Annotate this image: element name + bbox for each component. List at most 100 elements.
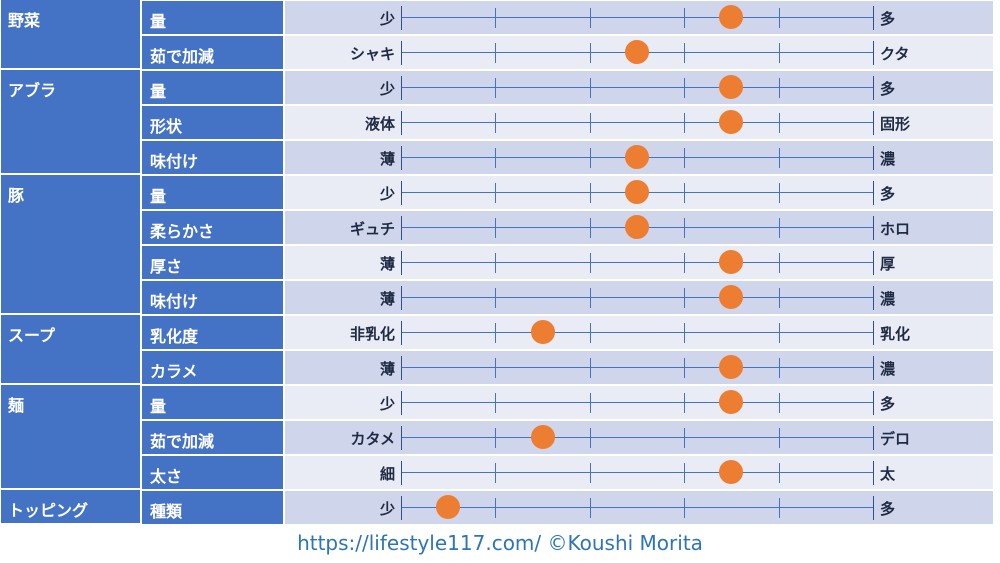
attribute-row: 量少多 <box>0 175 1000 210</box>
scale-tick <box>873 181 874 205</box>
scale-tick <box>778 148 780 168</box>
scale-tick <box>495 183 497 203</box>
scale-high-label: 濃 <box>880 150 896 168</box>
scale-tick <box>495 288 497 308</box>
attribute-row: 柔らかさ ギュチ ホロ <box>0 210 1000 245</box>
attribute-label: 量 <box>150 397 167 416</box>
scale-tick <box>684 288 686 308</box>
scale-tick <box>873 216 874 240</box>
scale-axis-line <box>401 332 873 333</box>
scale-tick <box>495 428 497 448</box>
scale-tick <box>401 356 402 380</box>
attribute-label: 形状 <box>150 117 183 136</box>
scale-tick <box>873 251 874 275</box>
scale-tick <box>401 216 402 240</box>
scale-tick <box>778 393 780 413</box>
scale-tick <box>684 498 686 518</box>
scale-axis-line <box>401 507 873 508</box>
level-marker <box>530 425 555 449</box>
scale-tick <box>495 358 497 378</box>
scale-axis-line <box>401 297 873 298</box>
level-marker <box>719 355 744 379</box>
scale-tick <box>401 181 402 205</box>
scale-tick <box>401 146 402 170</box>
scale-tick <box>778 218 780 238</box>
level-marker <box>719 285 744 309</box>
scale-low-label: カタメ <box>350 430 395 448</box>
scale-tick <box>495 43 497 63</box>
attribute-cell: カラメ <box>142 351 283 384</box>
attribute-cell: 太さ <box>142 456 283 489</box>
scale-tick <box>778 498 780 518</box>
category-cell: アブラ <box>1 70 140 175</box>
attribute-row: 茹で加減 シャキ クタ <box>0 35 1000 70</box>
scale-tick <box>778 78 780 98</box>
scale-high-label: クタ <box>880 45 910 63</box>
scale-tick <box>873 321 874 345</box>
attribute-label: 味付け <box>150 152 199 171</box>
scale-low-label: 細 <box>379 465 395 483</box>
scale-tick <box>873 111 874 135</box>
attribute-row: 量少多 <box>0 70 1000 105</box>
scale-tick <box>401 6 402 30</box>
scale-tick <box>778 358 780 378</box>
category-cell: 野菜 <box>1 0 140 70</box>
scale-low-label: 薄 <box>379 255 395 273</box>
level-marker <box>719 250 744 274</box>
scale-low-label: 薄 <box>379 290 395 308</box>
scale-high-label: 多 <box>880 80 896 98</box>
level-marker <box>436 495 461 519</box>
footer-credit: https://lifestyle117.com/ ©Koushi Morita <box>297 531 703 555</box>
attribute-cell: 量 <box>142 1 283 34</box>
scale-low-label: 少 <box>379 185 395 203</box>
attribute-cell: 味付け <box>142 141 283 174</box>
scale-tick <box>401 111 402 135</box>
attribute-label: 厚さ <box>150 257 183 276</box>
attribute-row: 量少多 <box>0 385 1000 420</box>
attribute-row: 味付け 薄 濃 <box>0 280 1000 315</box>
attribute-label: 太さ <box>150 467 183 486</box>
scale-axis-line <box>401 367 873 368</box>
attribute-label: カラメ <box>150 362 198 381</box>
scale-tick <box>778 8 780 28</box>
scale-tick <box>684 218 686 238</box>
scale-tick <box>401 321 402 345</box>
scale-tick <box>589 393 591 413</box>
scale-high-label: 多 <box>880 185 896 203</box>
scale-tick <box>778 253 780 273</box>
scale-tick <box>873 356 874 380</box>
scale-tick <box>589 148 591 168</box>
scale-tick <box>401 76 402 100</box>
scale-axis-line <box>401 17 873 18</box>
scale-tick <box>873 146 874 170</box>
category-cell: 豚 <box>1 175 140 315</box>
attribute-cell: 茹で加減 <box>142 421 283 454</box>
category-label: 野菜 <box>8 11 41 30</box>
scale-tick <box>495 148 497 168</box>
scale-tick <box>495 113 497 133</box>
scale-tick <box>401 496 402 520</box>
level-marker <box>625 180 649 204</box>
scale-tick <box>589 428 591 448</box>
attribute-row: カラメ 薄 濃 <box>0 350 1000 385</box>
scale-tick <box>778 428 780 448</box>
scale-tick <box>684 428 686 448</box>
scale-low-label: 薄 <box>379 360 395 378</box>
ramen-taste-chart: 野菜量少多茹で加減 シャキ クタ アブラ量少多形状 液体 固形 味付け薄濃豚量少多柔らかさギ… <box>0 0 1000 525</box>
scale-tick <box>495 218 497 238</box>
scale-tick <box>401 391 402 415</box>
attribute-label: 茹で加減 <box>150 47 215 66</box>
scale-tick <box>873 76 874 100</box>
category-label: スープ <box>8 326 56 345</box>
scale-tick <box>873 6 874 30</box>
attribute-label: 量 <box>150 187 167 206</box>
scale-low-label: 液体 <box>364 115 395 133</box>
scale-tick <box>495 393 497 413</box>
scale-tick <box>684 113 686 133</box>
scale-tick <box>778 43 780 63</box>
attribute-row: 太さ 細 太 <box>0 455 1000 490</box>
scale-tick <box>589 218 591 238</box>
category-label: 豚 <box>8 186 25 205</box>
scale-high-label: 固形 <box>880 115 911 133</box>
scale-tick <box>684 148 686 168</box>
